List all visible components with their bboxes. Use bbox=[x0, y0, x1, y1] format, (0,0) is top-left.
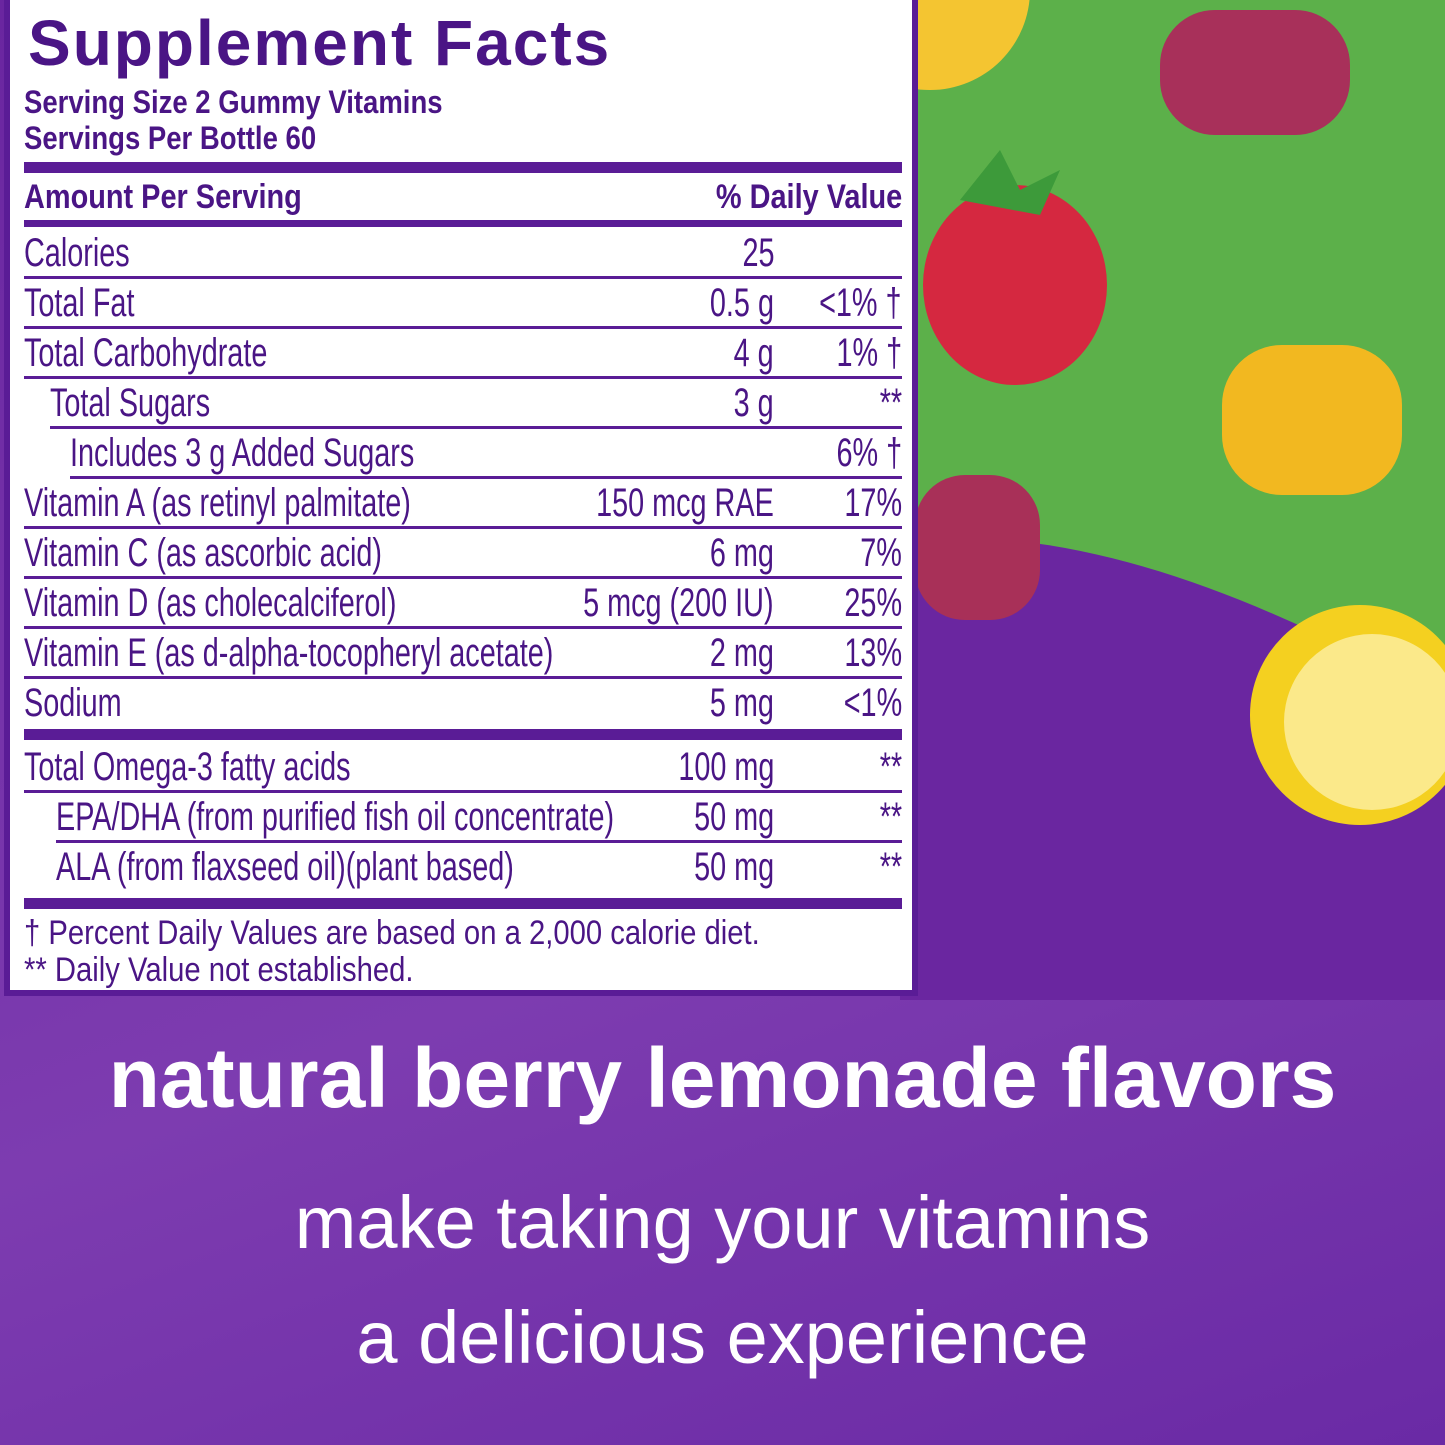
nutrient-name: Vitamin C (as ascorbic acid) bbox=[24, 531, 382, 575]
row-divider bbox=[24, 626, 902, 629]
nutrient-daily-value: ** bbox=[879, 745, 902, 789]
nutrient-row: Total Sugars 3 g ** bbox=[10, 378, 912, 429]
nutrient-name: EPA/DHA (from purified fish oil concentr… bbox=[56, 795, 615, 839]
nutrient-name: Total Fat bbox=[24, 281, 135, 325]
row-divider bbox=[24, 526, 902, 529]
nutrient-name: Total Omega-3 fatty acids bbox=[24, 745, 351, 789]
nutrient-daily-value: 25% bbox=[844, 581, 902, 625]
nutrient-daily-value: 1% † bbox=[836, 331, 902, 375]
row-divider bbox=[24, 326, 902, 329]
nutrient-daily-value: 17% bbox=[844, 481, 902, 525]
nutrient-amount: 150 mcg RAE bbox=[596, 481, 774, 525]
row-divider bbox=[56, 840, 902, 843]
nutrient-name: Total Sugars bbox=[50, 381, 211, 425]
nutrient-row: Total Carbohydrate 4 g 1% † bbox=[10, 328, 912, 379]
nutrient-daily-value: 6% † bbox=[836, 431, 902, 475]
divider bbox=[24, 162, 902, 173]
footnote-daily-values: † Percent Daily Values are based on a 2,… bbox=[24, 914, 760, 952]
nutrient-name: Includes 3 g Added Sugars bbox=[70, 431, 415, 475]
raspberry-icon bbox=[923, 185, 1107, 385]
nutrient-row: Vitamin E (as d-alpha-tocopheryl acetate… bbox=[10, 628, 912, 679]
nutrient-amount: 6 mg bbox=[709, 531, 774, 575]
divider bbox=[24, 729, 902, 740]
nutrient-name: ALA (from flaxseed oil)(plant based) bbox=[56, 845, 514, 889]
row-divider bbox=[70, 476, 902, 479]
raspberry-leaves-icon bbox=[960, 150, 1060, 215]
nutrient-row: Calories 25 bbox=[10, 228, 912, 279]
servings-per-bottle: Servings Per Bottle 60 bbox=[24, 120, 317, 156]
nutrient-amount: 50 mg bbox=[693, 795, 774, 839]
nutrient-daily-value: 7% bbox=[860, 531, 902, 575]
nutrient-amount: 50 mg bbox=[693, 845, 774, 889]
row-divider bbox=[24, 576, 902, 579]
lemon-gummy-icon bbox=[1222, 345, 1402, 495]
nutrient-name: Total Carbohydrate bbox=[24, 331, 268, 375]
nutrient-amount: 4 g bbox=[733, 331, 774, 375]
nutrient-row: Total Omega-3 fatty acids 100 mg ** bbox=[10, 742, 912, 793]
nutrient-row: Sodium 5 mg <1% bbox=[10, 678, 912, 728]
nutrient-amount: 2 mg bbox=[709, 631, 774, 675]
amount-per-serving-header: Amount Per Serving bbox=[24, 178, 302, 216]
nutrient-name: Vitamin D (as cholecalciferol) bbox=[24, 581, 397, 625]
nutrient-daily-value: <1% bbox=[843, 681, 902, 725]
row-divider bbox=[24, 676, 902, 679]
nutrient-amount: 3 g bbox=[733, 381, 774, 425]
nutrient-daily-value: ** bbox=[879, 381, 902, 425]
divider bbox=[24, 220, 902, 227]
nutrient-row: Includes 3 g Added Sugars 6% † bbox=[10, 428, 912, 479]
nutrient-name: Calories bbox=[24, 231, 130, 275]
nutrient-name: Vitamin A (as retinyl palmitate) bbox=[24, 481, 411, 525]
tagline-line-2: a delicious experience bbox=[356, 1296, 1089, 1379]
nutrient-row: Vitamin C (as ascorbic acid) 6 mg 7% bbox=[10, 528, 912, 579]
daily-value-header: % Daily Value bbox=[715, 178, 902, 216]
nutrient-row: EPA/DHA (from purified fish oil concentr… bbox=[10, 792, 912, 843]
divider bbox=[24, 898, 902, 909]
nutrient-row: ALA (from flaxseed oil)(plant based) 50 … bbox=[10, 842, 912, 892]
nutrient-row: Vitamin D (as cholecalciferol) 5 mcg (20… bbox=[10, 578, 912, 629]
nutrient-daily-value: ** bbox=[879, 845, 902, 889]
headline: natural berry lemonade flavors bbox=[108, 1031, 1337, 1125]
nutrient-daily-value: 13% bbox=[844, 631, 902, 675]
footnote-not-established: ** Daily Value not established. bbox=[24, 951, 414, 989]
row-divider bbox=[24, 276, 902, 279]
nutrient-amount: 0.5 g bbox=[709, 281, 774, 325]
berry-gummy-icon bbox=[1160, 10, 1350, 135]
nutrient-row: Vitamin A (as retinyl palmitate) 150 mcg… bbox=[10, 478, 912, 529]
row-divider bbox=[24, 376, 902, 379]
nutrient-amount: 5 mg bbox=[709, 681, 774, 725]
nutrient-name: Vitamin E (as d-alpha-tocopheryl acetate… bbox=[24, 631, 554, 675]
row-divider bbox=[24, 790, 902, 793]
berry-gummy-icon bbox=[915, 475, 1040, 620]
nutrient-amount: 25 bbox=[741, 231, 774, 275]
nutrient-row: Total Fat 0.5 g <1% † bbox=[10, 278, 912, 329]
nutrient-daily-value: <1% † bbox=[819, 281, 902, 325]
label-title: Supplement Facts bbox=[28, 7, 612, 79]
tagline-line-1: make taking your vitamins bbox=[294, 1181, 1151, 1264]
supplement-facts-label: Supplement Facts Serving Size 2 Gummy Vi… bbox=[4, 0, 918, 996]
nutrient-daily-value: ** bbox=[879, 795, 902, 839]
row-divider bbox=[50, 426, 902, 429]
nutrient-amount: 5 mcg (200 IU) bbox=[583, 581, 774, 625]
nutrient-name: Sodium bbox=[24, 681, 122, 725]
serving-size: Serving Size 2 Gummy Vitamins bbox=[24, 84, 443, 120]
nutrient-amount: 100 mg bbox=[677, 745, 774, 789]
